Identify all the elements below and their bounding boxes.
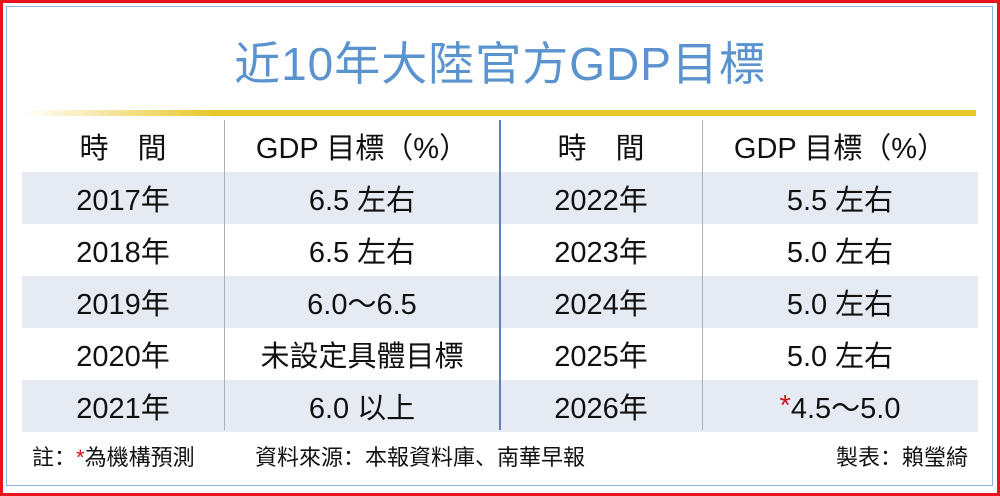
goal-cell: 6.5 左右 xyxy=(308,185,416,217)
year-cell: 2024年 xyxy=(554,289,648,321)
year-cell: 2021年 xyxy=(76,393,170,425)
year-cell: 2026年 xyxy=(554,393,648,425)
header-row: 時 間 GDP 目標（%） 時 間 GDP 目標（%） xyxy=(22,120,978,172)
table-row: 2020年 未設定具體目標 2025年 5.0 左右 xyxy=(22,328,978,380)
table-row: 2018年 6.5 左右 2023年 5.0 左右 xyxy=(22,224,978,276)
column-divider xyxy=(702,120,703,430)
page-title: 近10年大陸官方GDP目標 xyxy=(234,38,766,90)
goal-cell: 5.0 左右 xyxy=(786,237,894,269)
goal-cell: 5.5 左右 xyxy=(786,185,894,217)
forecast-asterisk: * xyxy=(779,389,791,422)
note-text: 為機構預測 xyxy=(84,445,195,470)
year-cell: 2025年 xyxy=(554,341,648,373)
year-cell: 2022年 xyxy=(554,185,648,217)
credit-text: 製表：賴瑩綺 xyxy=(835,445,968,470)
goal-cell: * 4.5～5.0 xyxy=(702,380,978,432)
year-cell: 2023年 xyxy=(554,237,648,269)
source-text: 資料來源：本報資料庫、南華早報 xyxy=(255,445,586,470)
header-goal: GDP 目標（%） xyxy=(255,133,469,165)
header-goal: GDP 目標（%） xyxy=(733,133,947,165)
year-cell: 2018年 xyxy=(76,237,170,269)
goal-cell: 5.0 左右 xyxy=(786,289,894,321)
year-cell: 2019年 xyxy=(76,289,170,321)
year-cell: 2017年 xyxy=(76,185,170,217)
goal-cell: 未設定具體目標 xyxy=(260,341,464,373)
year-cell: 2020年 xyxy=(76,341,170,373)
goal-cell: 6.0～6.5 xyxy=(307,289,417,321)
header-time: 時 間 xyxy=(557,133,645,165)
inner-frame xyxy=(6,6,993,486)
goal-cell: 6.5 左右 xyxy=(308,237,416,269)
note-asterisk: * xyxy=(76,445,85,470)
goal-value: 4.5～5.0 xyxy=(790,393,901,425)
title-underline xyxy=(24,110,976,116)
footnote: 註：*為機構預測 xyxy=(32,440,195,472)
center-divider xyxy=(499,120,501,430)
goal-cell: 5.0 左右 xyxy=(786,341,894,373)
note-label: 註： xyxy=(32,445,77,470)
header-time: 時 間 xyxy=(79,133,167,165)
goal-cell: 6.0 以上 xyxy=(308,393,416,425)
column-divider xyxy=(224,120,225,430)
